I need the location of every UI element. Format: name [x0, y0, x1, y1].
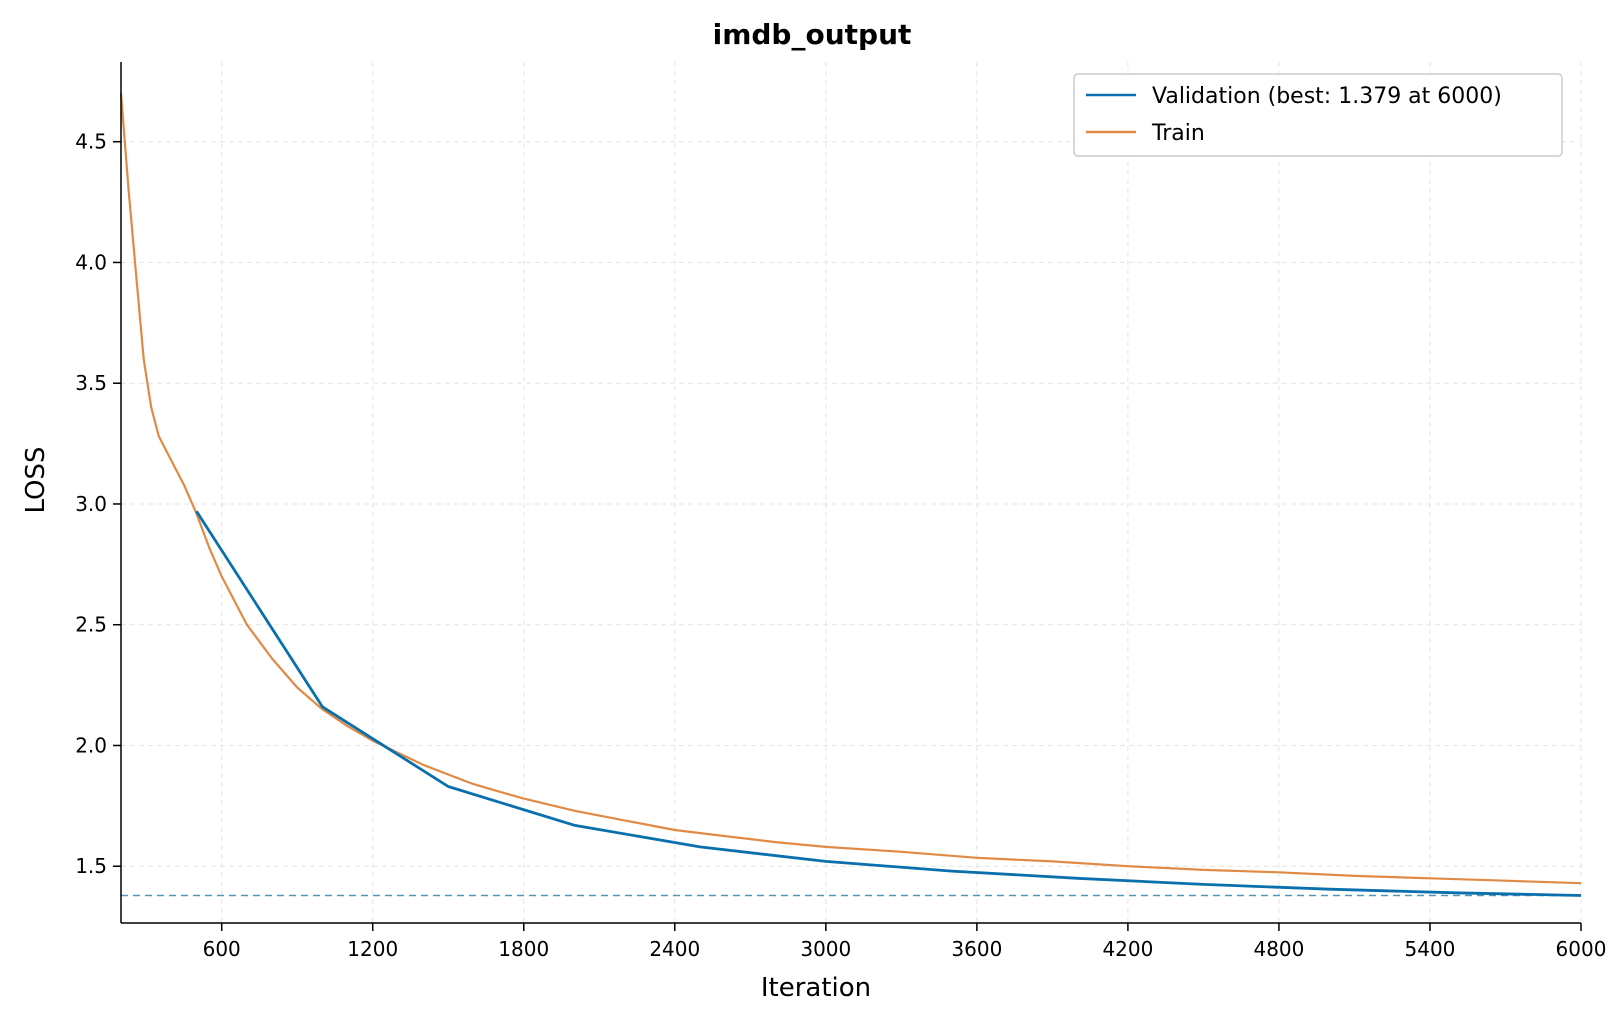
legend-box: [1073, 73, 1563, 157]
legend-label: Validation (best: 1.379 at 6000): [1152, 84, 1502, 109]
y-tick-label: 2.0: [75, 733, 107, 757]
x-tick-label: 4800: [1253, 937, 1304, 961]
y-tick-label: 3.0: [75, 492, 107, 516]
x-tick-label: 1800: [498, 937, 549, 961]
chart-title: imdb_output: [713, 18, 912, 51]
x-tick-label: 600: [203, 937, 241, 961]
y-tick-label: 3.5: [75, 371, 107, 395]
x-tick-label: 4200: [1102, 937, 1153, 961]
x-axis-title: Iteration: [761, 973, 871, 1003]
x-tick-label: 1200: [347, 937, 398, 961]
y-tick-label: 4.5: [75, 130, 107, 154]
series-group: [119, 93, 1582, 897]
x-tick-label: 2400: [649, 937, 700, 961]
y-tick-label: 1.5: [75, 854, 107, 878]
y-tick-label: 4.0: [75, 250, 107, 274]
legend-label: Train: [1151, 121, 1205, 146]
axes: [113, 62, 1582, 931]
tick-labels: 600 1200 1800 2400 3000 3600 4200 4800 5400 6000 1…: [75, 130, 1606, 961]
x-tick-label: 3000: [800, 937, 851, 961]
legend: Validation (best: 1.379 at 6000) Train: [1073, 73, 1563, 157]
y-tick-label: 2.5: [75, 613, 107, 637]
y-axis-title: LOSS: [21, 446, 51, 513]
series-line-train: [119, 93, 1582, 885]
series-line-validation: [195, 510, 1582, 897]
x-tick-label: 5400: [1405, 937, 1456, 961]
x-tick-label: 6000: [1556, 937, 1607, 961]
x-tick-label: 3600: [951, 937, 1002, 961]
